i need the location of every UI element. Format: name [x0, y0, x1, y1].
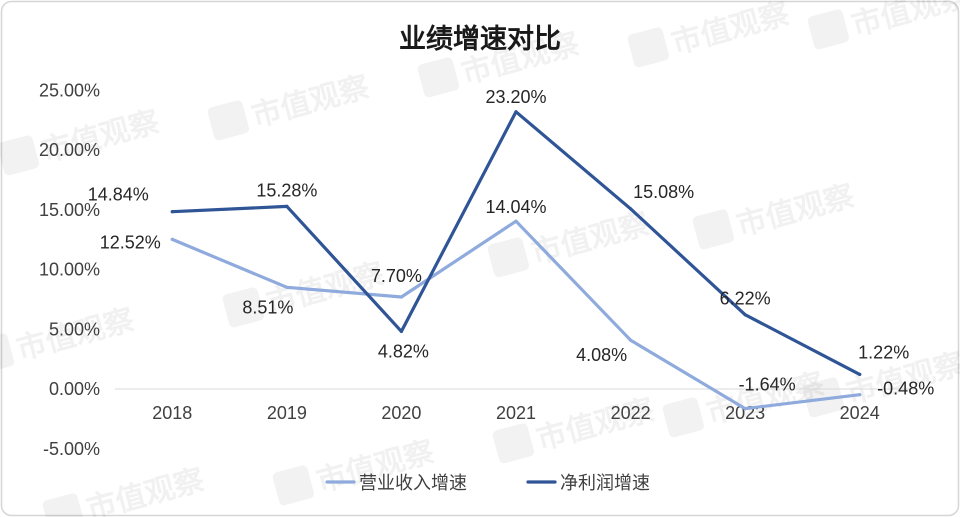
- data-label: 6.22%: [720, 289, 771, 309]
- data-label: -1.64%: [739, 375, 796, 395]
- data-point: [858, 393, 862, 397]
- data-labels: 12.52% 8.51% 7.70% 14.04% 4.08% -1.64% -0.48% 1…: [88, 87, 934, 399]
- data-label: 14.04%: [485, 197, 546, 217]
- watermark-logo-icon: [0, 135, 40, 176]
- data-label: 15.08%: [633, 182, 694, 202]
- data-point: [170, 237, 174, 241]
- watermark-logo-icon: [627, 27, 670, 68]
- x-tick-label: 2021: [496, 403, 536, 423]
- x-tick-label: 2020: [381, 403, 421, 423]
- watermark-logo-icon: [42, 493, 85, 517]
- data-label: 7.70%: [371, 266, 422, 286]
- series: [170, 110, 862, 411]
- y-tick-label: 15.00%: [39, 200, 100, 220]
- data-point: [629, 207, 633, 211]
- legend: 营业收入增速 净利润增速: [325, 473, 650, 494]
- data-point: [170, 210, 174, 214]
- watermark-logo-icon: [492, 423, 535, 464]
- legend-label: 净利润增速: [560, 473, 650, 494]
- data-point: [743, 407, 747, 411]
- data-label: 4.82%: [378, 341, 429, 361]
- x-tick-label: 2018: [152, 403, 192, 423]
- y-tick-label: 10.00%: [39, 260, 100, 280]
- y-tick-label: 0.00%: [49, 379, 100, 399]
- watermark-logo-icon: [802, 377, 845, 418]
- legend-item-revenue-growth: 营业收入增速: [325, 473, 467, 494]
- data-label: 8.51%: [242, 297, 293, 317]
- watermark-logo-icon: [662, 397, 705, 438]
- data-point: [285, 285, 289, 289]
- legend-label: 营业收入增速: [359, 473, 467, 494]
- data-point: [629, 338, 633, 342]
- data-label: 23.20%: [485, 87, 546, 107]
- watermark: 市值观察: [417, 26, 584, 98]
- watermark-logo-icon: [272, 465, 315, 506]
- data-point: [743, 313, 747, 317]
- y-tick-label: -5.00%: [43, 439, 100, 459]
- y-tick-label: 20.00%: [39, 140, 100, 160]
- chart-title: 业绩增速对比: [399, 23, 561, 55]
- watermark-logo-icon: [487, 237, 530, 278]
- watermark-logo-icon: [222, 287, 265, 328]
- data-point: [858, 372, 862, 376]
- data-point: [514, 110, 518, 114]
- data-point: [285, 204, 289, 208]
- legend-item-net-profit-growth: 净利润增速: [526, 473, 650, 494]
- data-label: 12.52%: [100, 232, 161, 252]
- watermark-logo-icon: [692, 209, 735, 250]
- data-label: 1.22%: [858, 342, 909, 362]
- watermark-logo-icon: [807, 9, 850, 50]
- x-tick-label: 2019: [267, 403, 307, 423]
- data-label: 4.08%: [576, 345, 627, 365]
- x-tick-label: 2022: [611, 403, 651, 423]
- x-tick-label: 2024: [840, 403, 880, 423]
- watermark-logo-icon: [0, 333, 15, 374]
- data-label: -0.48%: [877, 379, 934, 399]
- watermark-logo-icon: [207, 100, 250, 141]
- axes: 25.00% 20.00% 15.00% 10.00% 5.00% 0.00% -5.00%…: [39, 80, 917, 459]
- y-tick-label: 25.00%: [39, 80, 100, 100]
- data-point: [514, 219, 518, 223]
- data-point: [399, 329, 403, 333]
- data-point: [399, 295, 403, 299]
- watermark-logo-icon: [417, 57, 460, 98]
- y-tick-label: 5.00%: [49, 319, 100, 339]
- data-label: 14.84%: [88, 185, 149, 205]
- data-label: 15.28%: [256, 180, 317, 200]
